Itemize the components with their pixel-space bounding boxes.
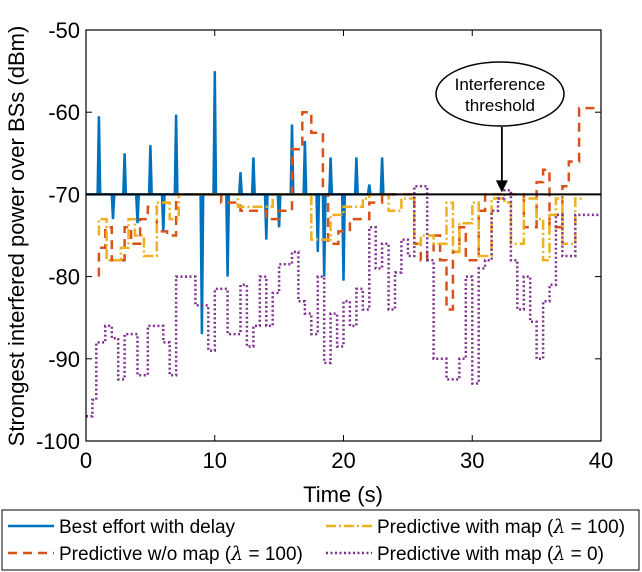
annotation-bubble bbox=[435, 61, 565, 127]
series-predictive-wo-map bbox=[97, 106, 601, 311]
y-tick-label: -80 bbox=[48, 265, 80, 290]
legend-label-best-effort: Best effort with delay bbox=[59, 517, 236, 538]
y-axis-label: Strongest interfered power over BSs (dBm… bbox=[4, 26, 29, 447]
y-tick-label: -50 bbox=[48, 18, 80, 43]
legend-label-predictive-map-100: Predictive with map (λ = 100) bbox=[377, 516, 625, 538]
x-tick-label: 40 bbox=[589, 448, 613, 473]
legend-box bbox=[1, 509, 640, 571]
series-best-effort bbox=[86, 71, 395, 335]
legend-label-predictive-map-0: Predictive with map (λ = 0) bbox=[377, 543, 604, 565]
legend: Best effort with delay Predictive w/o ma… bbox=[1, 509, 640, 571]
x-axis-label: Time (s) bbox=[303, 482, 383, 507]
y-tick-label: -60 bbox=[48, 100, 80, 125]
y-tick-label: -90 bbox=[48, 347, 80, 372]
legend-item-predictive-map-100: Predictive with map (λ = 100) bbox=[326, 516, 625, 538]
legend-item-predictive-wo-map: Predictive w/o map (λ = 100) bbox=[8, 543, 303, 565]
x-tick-label: 20 bbox=[331, 448, 355, 473]
annotation-arrow-head bbox=[495, 180, 508, 193]
series-layer bbox=[86, 71, 601, 418]
legend-item-best-effort: Best effort with delay bbox=[8, 517, 236, 538]
x-tick-label: 10 bbox=[203, 448, 227, 473]
annotation-text-line1: Interference bbox=[455, 75, 546, 94]
ticks: 0 10 20 30 40 -100 -90 -80 -70 -60 -50 bbox=[36, 18, 613, 473]
legend-item-predictive-map-0: Predictive with map (λ = 0) bbox=[326, 543, 604, 565]
plot-frame bbox=[85, 29, 602, 442]
series-predictive-map-100 bbox=[97, 193, 582, 262]
annotation-text-line2: threshold bbox=[465, 96, 535, 115]
threshold-annotation: Interference threshold bbox=[435, 61, 565, 193]
x-tick-label: 0 bbox=[80, 448, 92, 473]
legend-label-predictive-wo-map: Predictive w/o map (λ = 100) bbox=[59, 543, 303, 565]
y-tick-label: -100 bbox=[36, 429, 80, 454]
x-tick-label: 30 bbox=[460, 448, 484, 473]
y-tick-label: -70 bbox=[48, 182, 80, 207]
